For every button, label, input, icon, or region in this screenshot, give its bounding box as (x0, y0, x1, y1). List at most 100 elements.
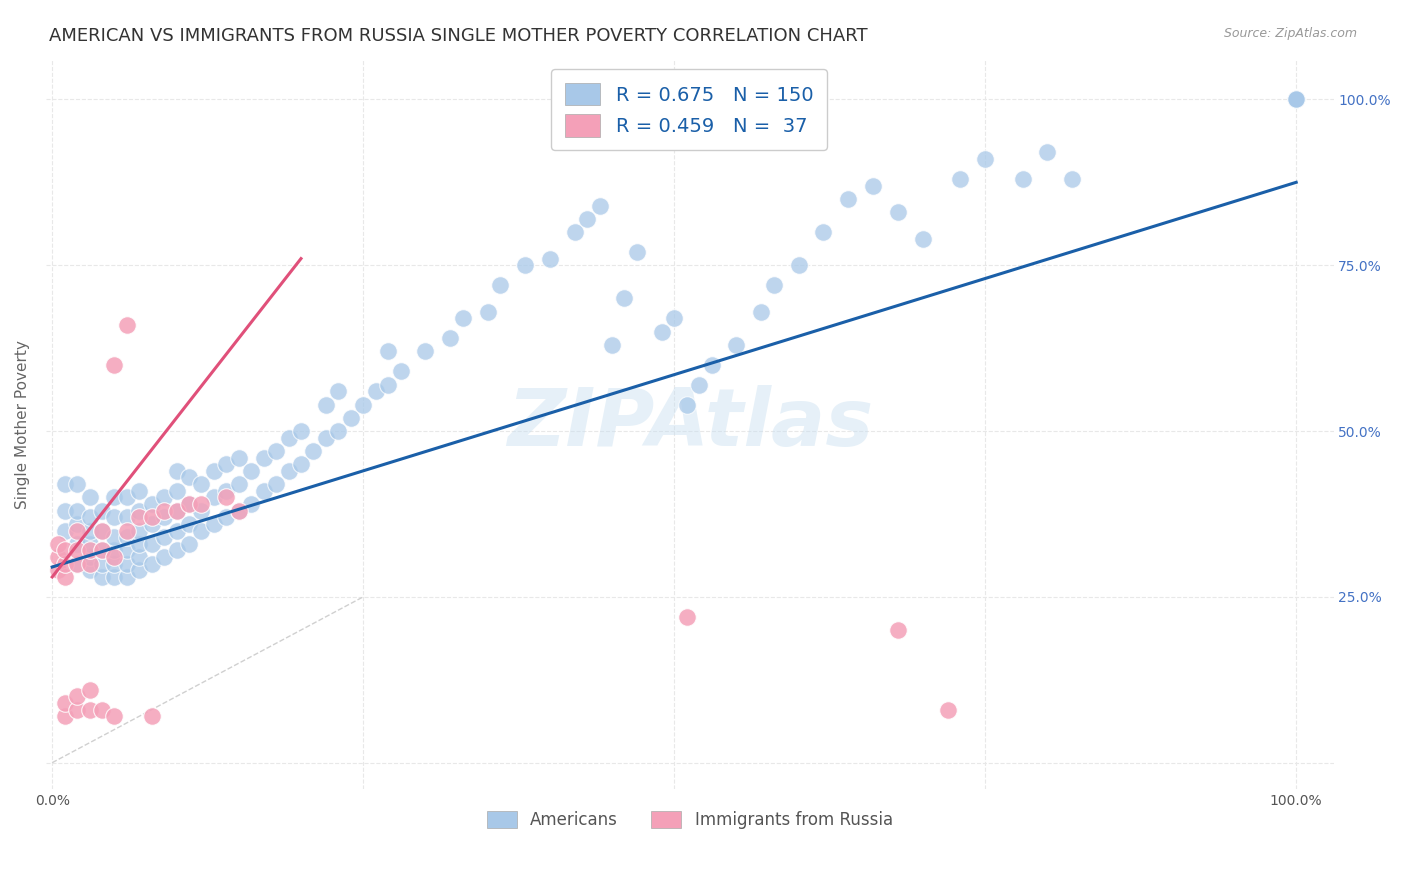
Point (79, 563, 101, 577)
Point (91, 524, 114, 538)
Point (675, 397, 697, 411)
Point (103, 491, 125, 505)
Point (103, 550, 125, 565)
Point (141, 510, 163, 524)
Point (451, 311, 474, 326)
Point (141, 557, 163, 571)
Point (141, 497, 163, 511)
Point (115, 510, 138, 524)
Point (103, 709, 125, 723)
Point (128, 510, 150, 524)
Point (79, 682, 101, 697)
Point (1285, 92, 1308, 106)
Point (315, 431, 337, 445)
Point (588, 198, 610, 212)
Point (79, 550, 101, 565)
Point (339, 410, 361, 425)
Point (53, 696, 76, 710)
Point (128, 537, 150, 551)
Point (576, 211, 599, 226)
Point (377, 377, 399, 392)
Point (103, 530, 125, 544)
Point (1285, 92, 1308, 106)
Point (415, 344, 437, 359)
Point (66, 557, 89, 571)
Point (103, 543, 125, 558)
Point (91, 557, 114, 571)
Point (48, 537, 70, 551)
Point (1285, 92, 1308, 106)
Point (253, 483, 276, 498)
Point (787, 258, 810, 272)
Point (48, 563, 70, 577)
Point (166, 543, 188, 558)
Point (1285, 92, 1308, 106)
Point (887, 623, 910, 637)
Point (228, 450, 250, 465)
Point (1285, 92, 1308, 106)
Point (664, 311, 686, 326)
Text: ZIPAtlas: ZIPAtlas (506, 385, 873, 464)
Point (91, 503, 114, 517)
Point (538, 252, 561, 266)
Point (600, 338, 623, 352)
Text: AMERICAN VS IMMIGRANTS FROM RUSSIA SINGLE MOTHER POVERTY CORRELATION CHART: AMERICAN VS IMMIGRANTS FROM RUSSIA SINGL… (49, 27, 868, 45)
Text: Source: ZipAtlas.com: Source: ZipAtlas.com (1223, 27, 1357, 40)
Point (862, 178, 884, 193)
Point (115, 530, 138, 544)
Point (613, 292, 636, 306)
Point (377, 344, 399, 359)
Point (66, 537, 89, 551)
Point (91, 570, 114, 584)
Point (177, 497, 200, 511)
Point (228, 503, 250, 517)
Point (1285, 92, 1308, 106)
Legend: Americans, Immigrants from Russia: Americans, Immigrants from Russia (479, 804, 900, 836)
Point (128, 483, 150, 498)
Point (103, 557, 125, 571)
Point (489, 278, 512, 293)
Point (1285, 92, 1308, 106)
Point (1285, 92, 1308, 106)
Point (700, 358, 723, 372)
Point (688, 377, 710, 392)
Point (1285, 92, 1308, 106)
Point (1285, 92, 1308, 106)
Point (277, 431, 299, 445)
Point (190, 524, 212, 538)
Point (66, 543, 89, 558)
Point (153, 510, 176, 524)
Point (215, 491, 238, 505)
Point (813, 225, 835, 239)
Point (91, 524, 114, 538)
Point (66, 477, 89, 491)
Point (264, 444, 287, 458)
Point (290, 424, 312, 438)
Point (240, 464, 263, 478)
Point (115, 557, 138, 571)
Point (626, 244, 648, 259)
Point (1062, 172, 1084, 186)
Point (48, 550, 70, 565)
Point (253, 450, 276, 465)
Point (66, 557, 89, 571)
Point (115, 318, 138, 332)
Point (277, 464, 299, 478)
Point (128, 503, 150, 517)
Point (79, 537, 101, 551)
Point (177, 470, 200, 484)
Point (215, 483, 238, 498)
Point (215, 457, 238, 471)
Point (1285, 92, 1308, 106)
Point (103, 570, 125, 584)
Point (675, 609, 697, 624)
Point (79, 557, 101, 571)
Point (91, 543, 114, 558)
Point (115, 524, 138, 538)
Point (1285, 92, 1308, 106)
Point (1285, 92, 1308, 106)
Point (762, 278, 785, 293)
Point (264, 477, 287, 491)
Point (1285, 92, 1308, 106)
Point (725, 338, 748, 352)
